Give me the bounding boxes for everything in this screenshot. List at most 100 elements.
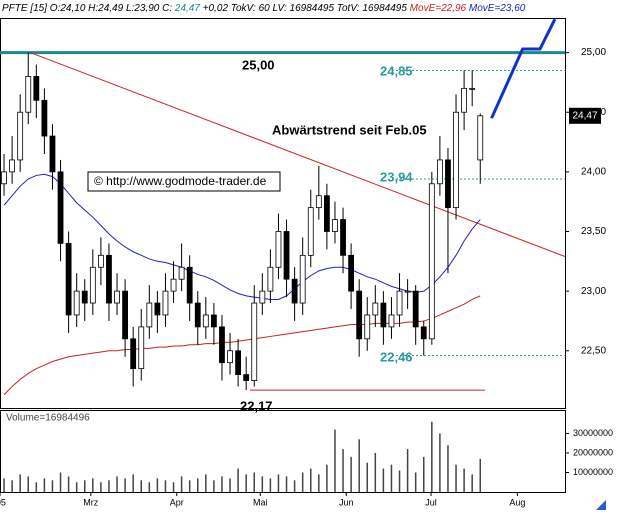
- header-part: 24,47: [174, 3, 200, 14]
- candle-body: [227, 350, 233, 364]
- candle-body: [89, 266, 96, 304]
- x-tick-label: Jun: [339, 497, 354, 507]
- candle-body: [114, 290, 120, 304]
- copyright: © http://www.godmode-trader.de: [94, 174, 267, 188]
- candle-body: [170, 278, 177, 292]
- candle-body: [49, 135, 56, 173]
- candle-body: [315, 195, 322, 209]
- candle-body: [267, 266, 274, 292]
- volume-tick-label: 20000000: [573, 447, 613, 457]
- scroll-icon[interactable]: [596, 500, 606, 510]
- candle-body: [138, 326, 145, 370]
- candle-body: [428, 183, 435, 340]
- candle-body: [65, 243, 72, 316]
- level-label: 25,00: [242, 57, 275, 72]
- candle-body: [243, 374, 250, 381]
- candle-body: [364, 314, 371, 340]
- candle-body: [210, 314, 217, 328]
- y-tick-label: 22,50: [581, 345, 606, 356]
- candle-body: [461, 87, 468, 113]
- volume-panel: [0, 410, 566, 493]
- x-tick-label: Mai: [253, 497, 268, 507]
- candle-body: [33, 76, 40, 101]
- candle-body: [194, 302, 201, 328]
- candle-body: [445, 159, 451, 209]
- candle-body: [340, 219, 346, 256]
- level-label: 22,17: [240, 398, 273, 413]
- candle-body: [17, 111, 24, 161]
- candle-body: [420, 326, 427, 340]
- candle-body: [259, 290, 266, 304]
- level-label: 23,94: [380, 169, 413, 184]
- candle-body: [412, 290, 419, 328]
- volume-tick-label: 30000000: [573, 428, 613, 438]
- candle-body: [372, 302, 379, 316]
- level-label: 22,46: [380, 349, 413, 364]
- y-tick-label: 24,00: [581, 166, 606, 177]
- x-tick-label: '05: [0, 497, 6, 507]
- candle-body: [291, 278, 298, 304]
- candle-body: [323, 195, 330, 232]
- trend-line: [30, 52, 566, 257]
- candle-body: [332, 219, 338, 232]
- projection: [490, 18, 557, 119]
- candle-body: [436, 159, 443, 185]
- x-tick-label: Aug: [509, 497, 525, 507]
- candle-body: [283, 231, 290, 280]
- last-price-box: [569, 107, 601, 124]
- header-part: MovE=23,60: [469, 3, 526, 14]
- candle-body: [307, 207, 314, 256]
- candle-body: [162, 290, 169, 316]
- candle-body: [396, 290, 403, 316]
- moving-average: [3, 295, 481, 396]
- candle-body: [130, 338, 137, 370]
- candle-body: [388, 314, 395, 328]
- candle-body: [348, 254, 355, 292]
- candle-body: [275, 231, 282, 268]
- candle-body: [380, 302, 387, 328]
- candle-body: [469, 87, 476, 90]
- moving-average: [3, 173, 481, 300]
- trend-label: Abwärtstrend seit Feb.05: [272, 122, 427, 137]
- volume-tick-label: 10000000: [573, 467, 613, 477]
- candle-body: [356, 290, 363, 340]
- candle-body: [106, 254, 112, 304]
- candle-body: [73, 290, 80, 316]
- candle-body: [122, 290, 129, 340]
- header-part: +0,02 TokV: 60 LV: 16984495 TotV: 169844…: [203, 3, 408, 14]
- candle-body: [57, 171, 64, 244]
- candle-body: [219, 326, 225, 364]
- candle-body: [81, 290, 88, 304]
- candle-body: [146, 302, 153, 328]
- candle-body: [477, 115, 484, 161]
- candle-body: [1, 171, 7, 185]
- candle-body: [186, 266, 193, 304]
- candle-body: [299, 254, 306, 304]
- level-label: 24,85: [380, 63, 413, 78]
- header-part: PFTE [15] O:24,10 H:24,49 L:23,90 C:: [2, 3, 172, 14]
- candle-body: [97, 254, 104, 268]
- price-panel: [0, 18, 566, 409]
- x-tick-label: Apr: [170, 497, 184, 507]
- candle-body: [25, 76, 32, 113]
- candle-body: [202, 314, 209, 328]
- candle-body: [251, 302, 258, 381]
- volume-label: Volume=16984496: [6, 413, 90, 424]
- candle-body: [9, 159, 16, 173]
- candle-body: [404, 290, 411, 293]
- y-tick-label: 25,00: [581, 47, 606, 58]
- candle-body: [235, 350, 242, 376]
- x-tick-label: Jul: [425, 497, 437, 507]
- candle-body: [178, 266, 185, 280]
- last-price-label: 24,47: [572, 110, 597, 121]
- candle-body: [453, 111, 459, 209]
- candle-body: [41, 99, 48, 137]
- y-tick-label: 23,00: [581, 286, 606, 297]
- candle-body: [154, 302, 161, 316]
- y-tick-label: 23,50: [581, 226, 606, 237]
- x-tick-label: Mrz: [83, 497, 98, 507]
- copyright-box: [87, 171, 281, 192]
- header: PFTE [15] O:24,10 H:24,49 L:23,90 C: 24,…: [2, 3, 526, 14]
